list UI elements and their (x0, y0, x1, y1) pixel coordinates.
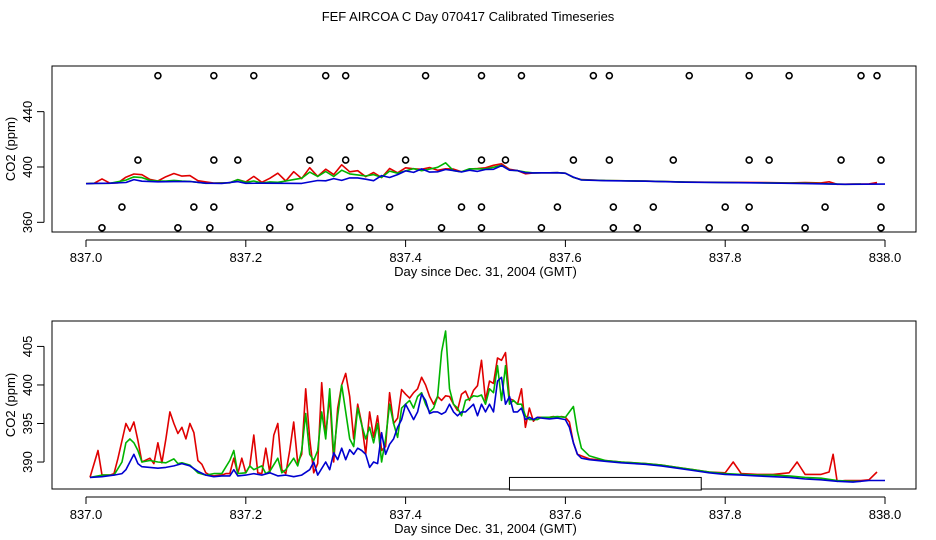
top-scatter-point (765, 156, 773, 164)
top-series-group (85, 162, 886, 186)
top-scatter-point (745, 203, 753, 211)
top-scatter-point (345, 203, 354, 211)
top-x-tick-label: 837.0 (70, 250, 103, 265)
top-scatter-point (605, 71, 614, 80)
top-scatter-point (341, 71, 350, 80)
top-scatter-point (705, 224, 714, 232)
top-y-tick-label: 440 (20, 101, 35, 123)
top-scatter-point (517, 71, 526, 80)
top-scatter-point (669, 156, 678, 164)
top-scatter-point (134, 156, 142, 164)
top-scatter-point (877, 203, 885, 211)
top-scatter-point (421, 71, 430, 80)
top-scatter-point (210, 156, 218, 164)
bottom-series-blue (89, 376, 885, 483)
top-series-red (85, 163, 878, 186)
top-scatter-point (553, 203, 562, 211)
bottom-y-tick-label: 395 (20, 413, 35, 435)
bottom-x-tick-label: 837.4 (389, 507, 422, 522)
top-x-tick-label: 837.4 (389, 250, 422, 265)
top-scatter-point (721, 203, 730, 211)
top-scatter-point (345, 224, 354, 232)
top-scatter-point (206, 224, 214, 232)
top-scatter-point (873, 71, 881, 80)
top-scatter-point (685, 71, 694, 80)
top-scatter-point (609, 203, 618, 211)
top-y-tick-label: 360 (20, 211, 35, 233)
top-scatter-point (234, 156, 242, 164)
top-scatter-point (385, 203, 394, 211)
top-scatter-point (745, 156, 753, 164)
top-x-tick-label: 837.6 (549, 250, 582, 265)
top-scatter-point (569, 156, 578, 164)
top-scatter-point (210, 71, 218, 80)
top-x-tick-label: 837.2 (230, 250, 263, 265)
top-scatter-point (341, 156, 350, 164)
top-scatter-point (501, 156, 510, 164)
bottom-x-tick-label: 837.0 (70, 507, 103, 522)
top-plot-frame (51, 65, 917, 233)
top-y-axis-label: CO2 (ppm) (3, 117, 18, 181)
top-scatter-point (589, 71, 598, 80)
top-scatter-point (477, 71, 486, 80)
top-scatter-point (745, 71, 753, 80)
top-scatter-point (437, 224, 446, 232)
top-scatter-point (605, 156, 614, 164)
top-scatter-point (649, 203, 658, 211)
bottom-y-tick-label: 405 (20, 336, 35, 358)
top-scatter-point (877, 224, 885, 232)
top-scatter-point (401, 156, 410, 164)
top-scatter-point (477, 203, 486, 211)
top-scatter-point (154, 71, 162, 80)
bottom-y-tick-label: 390 (20, 451, 35, 473)
top-scatter-point (741, 224, 749, 232)
bottom-panel: 837.0 837.2 837.4 837.6 837.8 838.0 Day since … (3, 320, 917, 536)
top-scatter-point (285, 203, 294, 211)
bottom-y-tick-label: 400 (20, 374, 35, 396)
top-scatter-point (365, 224, 374, 232)
bottom-legend-box (508, 476, 702, 491)
top-scatter-point (321, 71, 330, 80)
top-scatter-point (305, 156, 314, 164)
top-x-axis-label: Day since Dec. 31, 2004 (GMT) (394, 264, 577, 279)
top-x-tick-label: 838.0 (869, 250, 902, 265)
bottom-x-axis-label: Day since Dec. 31, 2004 (GMT) (394, 521, 577, 536)
top-scatter-point (174, 224, 182, 232)
top-scatter-point (457, 203, 466, 211)
top-scatter-point (265, 224, 274, 232)
top-scatter-point (210, 203, 218, 211)
bottom-x-tick-label: 837.2 (230, 507, 263, 522)
figure-title: FEF AIRCOA C Day 070417 Calibrated Times… (322, 9, 615, 24)
bottom-plot-frame (51, 320, 917, 490)
bottom-x-tick-label: 838.0 (869, 507, 902, 522)
bottom-x-tick-label: 837.6 (549, 507, 582, 522)
top-scatter-point (877, 156, 885, 164)
top-scatter-point (633, 224, 642, 232)
top-y-tick-label: 400 (20, 156, 35, 178)
top-scatter-point (190, 203, 198, 211)
top-scatter-point (477, 156, 486, 164)
top-scatter-point (118, 203, 126, 211)
top-scatter-point (837, 156, 845, 164)
top-scatter-point (477, 224, 486, 232)
bottom-x-tick-label: 837.8 (709, 507, 742, 522)
top-panel: 837.0 837.2 837.4 837.6 837.8 838.0 Day since … (3, 65, 917, 279)
top-scatter-point (537, 224, 546, 232)
bottom-series-green (89, 330, 861, 483)
top-x-tick-label: 837.8 (709, 250, 742, 265)
top-scatter-point (857, 71, 865, 80)
top-scatter-point (609, 224, 618, 232)
top-series-blue (85, 164, 886, 186)
bottom-series-red (89, 351, 878, 483)
bottom-series-group (89, 330, 885, 483)
top-scatter-point (821, 203, 829, 211)
top-scatter-point (785, 71, 793, 80)
top-scatter-point (249, 71, 258, 80)
top-scatter-point (801, 224, 809, 232)
bottom-y-axis-label: CO2 (ppm) (3, 373, 18, 437)
top-scatter-point (98, 224, 106, 232)
